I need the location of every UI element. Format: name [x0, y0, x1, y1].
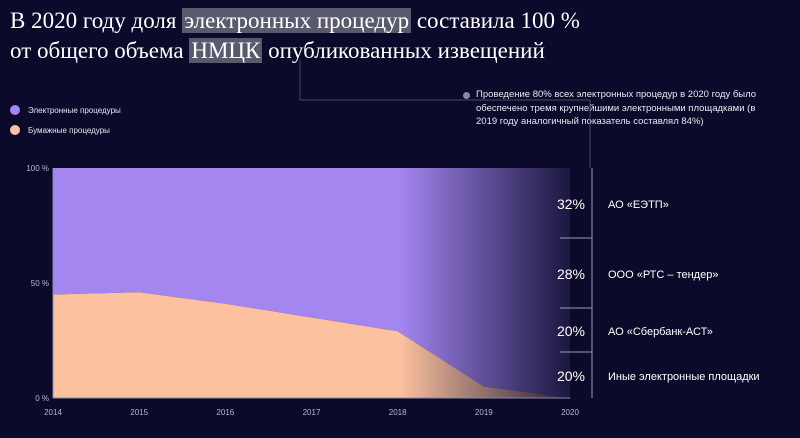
legend-swatch-paper	[10, 125, 20, 135]
share-label: АО «Сбербанк-АСТ»	[608, 326, 713, 338]
x-tick-label: 2018	[389, 408, 407, 417]
legend-swatch-electronic	[10, 105, 20, 115]
title-part1: В 2020 году доля	[10, 8, 183, 33]
share-value: 28%	[557, 266, 585, 282]
x-tick-label: 2017	[303, 408, 321, 417]
fade-overlay	[400, 168, 590, 399]
x-tick-label: 2014	[44, 408, 62, 417]
y-tick-label: 0 %	[35, 394, 49, 403]
legend-label-paper: Бумажные процедуры	[28, 125, 110, 135]
share-value: 20%	[557, 368, 585, 384]
title-highlight-nmck: НМЦК	[189, 38, 263, 63]
share-label: ООО «РТС – тендер»	[608, 269, 718, 281]
legend-item-paper: Бумажные процедуры	[10, 120, 121, 140]
title-part4: опубликованных извещений	[262, 38, 545, 63]
share-value: 20%	[557, 323, 585, 339]
y-tick-label: 100 %	[26, 164, 49, 173]
note-bullet-icon	[463, 92, 470, 99]
x-tick-label: 2019	[475, 408, 493, 417]
title-part3: от общего объема	[10, 38, 190, 63]
title-highlight-electronic: электронных процедур	[182, 8, 412, 33]
legend: Электронные процедуры Бумажные процедуры	[10, 100, 121, 140]
share-label: АО «ЕЭТП»	[608, 199, 669, 211]
chart-title: В 2020 году доля электронных процедур со…	[10, 6, 770, 66]
share-value: 32%	[557, 196, 585, 212]
x-tick-label: 2016	[216, 408, 234, 417]
title-part2: составила 100 %	[411, 8, 580, 33]
legend-item-electronic: Электронные процедуры	[10, 100, 121, 120]
legend-label-electronic: Электронные процедуры	[28, 105, 121, 115]
x-tick-label: 2020	[561, 408, 579, 417]
share-label: Иные электронные площадки	[608, 371, 760, 383]
y-tick-label: 50 %	[31, 279, 49, 288]
x-tick-label: 2015	[130, 408, 148, 417]
